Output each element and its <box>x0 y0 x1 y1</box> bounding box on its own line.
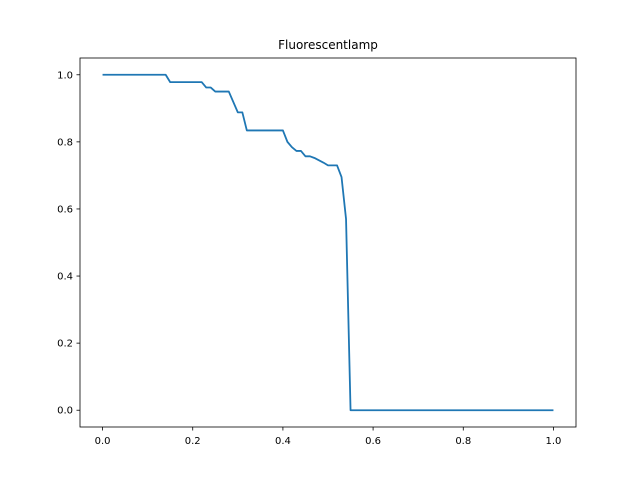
y-tick-label: 1.0 <box>57 70 73 81</box>
plot-area <box>102 73 554 412</box>
y-tick-label: 0.2 <box>57 339 73 350</box>
x-axis: 0.0 0.2 0.4 0.6 0.8 1.0 <box>95 427 562 447</box>
series-line-0 <box>102 73 554 412</box>
y-tick-label: 0.4 <box>57 272 73 283</box>
y-tick-label: 0.6 <box>57 204 73 215</box>
chart-title: Fluorescentlamp <box>278 38 378 52</box>
x-tick-label: 1.0 <box>546 436 562 447</box>
y-axis: 0.0 0.2 0.4 0.6 0.8 1.0 <box>57 70 80 417</box>
x-tick-label: 0.0 <box>95 436 111 447</box>
axes-frame <box>79 57 577 428</box>
x-tick-label: 0.8 <box>455 436 471 447</box>
x-tick-label: 0.6 <box>365 436 381 447</box>
x-tick-label: 0.2 <box>185 436 201 447</box>
x-tick-label: 0.4 <box>275 436 291 447</box>
y-tick-label: 0.0 <box>57 406 73 417</box>
y-tick-label: 0.8 <box>57 137 73 148</box>
